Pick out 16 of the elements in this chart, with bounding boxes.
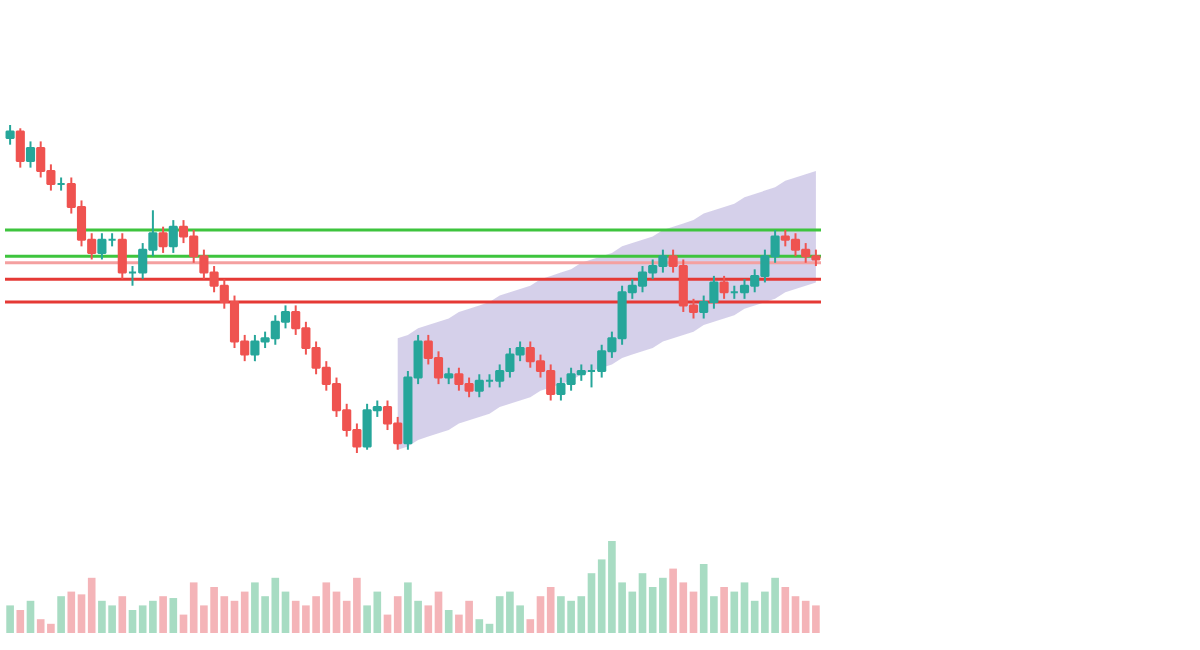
bar	[6, 605, 14, 633]
candlestick	[117, 232, 127, 281]
bar	[57, 596, 65, 633]
bar	[26, 600, 35, 633]
candlestick	[158, 225, 168, 254]
bar	[159, 596, 167, 633]
candlestick	[168, 219, 178, 254]
bar	[444, 610, 453, 633]
candlestick	[15, 127, 25, 169]
bar	[16, 610, 25, 633]
bar	[169, 598, 178, 633]
candlestick	[5, 125, 15, 146]
candlestick	[719, 274, 729, 300]
bar	[118, 596, 127, 633]
candlestick	[25, 140, 36, 169]
bar	[720, 587, 728, 633]
